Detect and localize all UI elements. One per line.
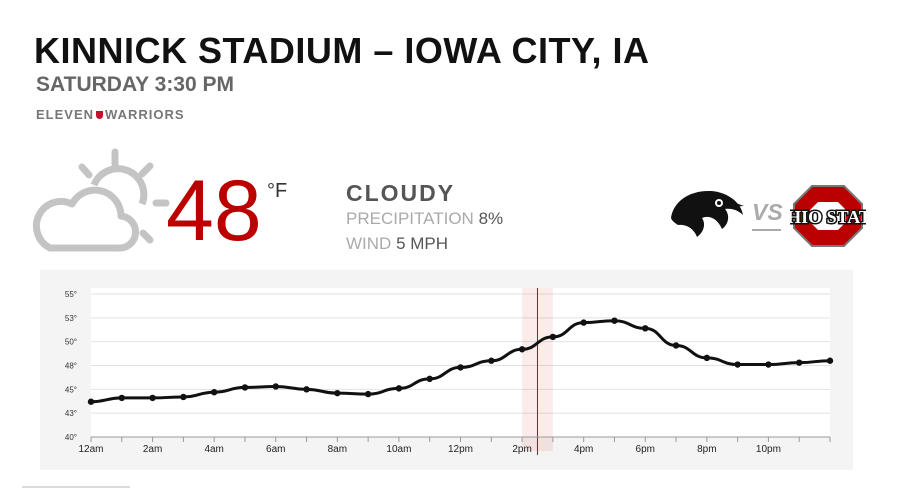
brand-right-text: WARRIORS <box>105 107 185 122</box>
brand-tag-icon <box>96 111 104 119</box>
data-point <box>826 357 834 364</box>
wind-label: WIND <box>346 234 392 253</box>
data-point <box>765 361 772 368</box>
y-tick-label: 45° <box>65 385 77 394</box>
temperature-unit: °F <box>267 180 288 202</box>
data-point <box>457 364 464 371</box>
game-time: SATURDAY 3:30 PM <box>36 73 235 96</box>
x-tick-label: 2am <box>143 444 162 455</box>
data-point <box>303 386 310 393</box>
versus-underline <box>752 229 781 231</box>
x-tick-label: 8am <box>328 444 347 455</box>
data-point <box>364 390 372 398</box>
data-point <box>210 388 218 396</box>
x-tick-label: 6pm <box>636 444 655 455</box>
data-point <box>580 319 587 326</box>
y-tick-label: 50° <box>65 338 77 347</box>
y-tick-label: 43° <box>65 409 77 418</box>
precipitation-label: PRECIPITATION <box>346 209 474 228</box>
x-tick-label: 6am <box>266 444 285 455</box>
data-point <box>488 357 495 364</box>
data-point <box>549 333 557 341</box>
temperature-value: 48 <box>166 163 262 259</box>
data-point <box>703 354 711 362</box>
x-tick-label: 12am <box>78 444 103 455</box>
data-point <box>118 394 125 402</box>
condition-label: CLOUDY <box>346 180 456 206</box>
brand-logo[interactable]: ELEVEN WARRIORS <box>36 107 185 122</box>
data-point <box>87 398 95 405</box>
y-tick-label: 55° <box>65 290 77 299</box>
x-tick-label: 4pm <box>574 444 593 455</box>
data-point <box>241 384 249 391</box>
data-point <box>180 393 187 401</box>
precipitation-row: PRECIPITATION 8% <box>346 209 503 229</box>
data-point <box>272 383 279 390</box>
x-tick-label: 12pm <box>448 444 473 455</box>
data-point <box>642 325 649 332</box>
x-tick-label: 2pm <box>512 444 531 455</box>
data-point <box>672 342 680 349</box>
wind-row: WIND 5 MPH <box>346 234 448 254</box>
precipitation-value: 8% <box>478 209 504 228</box>
x-tick-label: 10pm <box>756 444 781 455</box>
divider <box>22 486 130 488</box>
partly-cloudy-icon <box>32 148 170 252</box>
plot-area <box>91 288 830 437</box>
iowa-hawkeye-logo <box>671 190 744 237</box>
y-tick-label: 53° <box>65 314 77 323</box>
data-point <box>518 346 526 353</box>
temperature-chart: 40° 43° 45° 48° 50° 53° 55° 12am 2am 4am 6am 8am 10a… <box>65 288 834 455</box>
data-point <box>395 385 403 392</box>
ohio-state-logo-text: OHIO STATE <box>790 207 866 227</box>
versus-label: VS <box>752 199 783 225</box>
data-point <box>149 394 156 402</box>
data-point <box>734 361 741 368</box>
data-point <box>426 375 433 383</box>
wind-value: 5 MPH <box>396 234 449 253</box>
data-point <box>796 359 803 366</box>
y-tick-label: 40° <box>65 433 77 442</box>
x-tick-label: 10am <box>386 444 411 455</box>
brand-left-text: ELEVEN <box>36 107 95 122</box>
page-title: KINNICK STADIUM – IOWA CITY, IA <box>34 30 650 71</box>
y-tick-label: 48° <box>65 362 77 371</box>
ohio-state-logo: OHIO STATE <box>790 185 866 247</box>
data-point <box>611 317 618 324</box>
x-tick-label: 4am <box>204 444 223 455</box>
data-point <box>334 389 341 397</box>
x-tick-label: 8pm <box>697 444 716 455</box>
